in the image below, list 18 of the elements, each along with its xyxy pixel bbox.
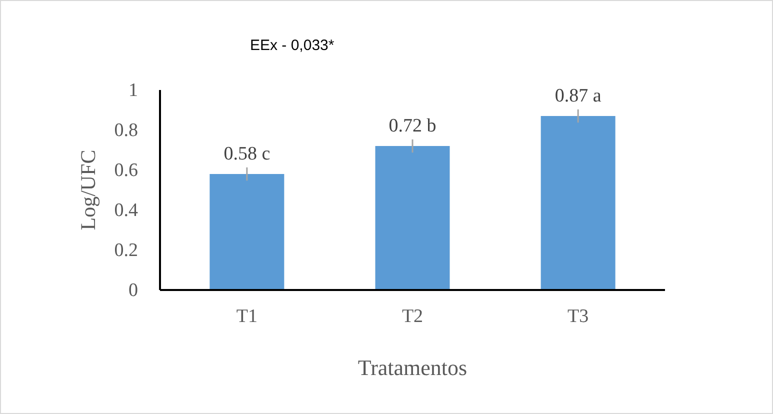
x-tick-label: T2 (402, 306, 424, 327)
y-tick-label: 0.8 (114, 120, 138, 141)
data-label: 0.87 a (554, 85, 602, 106)
x-tick-label: T1 (236, 306, 258, 327)
x-tick-label: T3 (568, 306, 589, 327)
x-axis-title: Tratamentos (358, 355, 468, 380)
y-tick-label: 0.6 (114, 160, 138, 181)
data-label: 0.72 b (388, 115, 436, 136)
bar (375, 146, 450, 290)
bar (210, 174, 284, 290)
bar (540, 116, 616, 290)
y-tick-label: 1 (128, 80, 138, 101)
y-tick-label: 0 (128, 280, 138, 301)
chart-title: EEx - 0,033* (250, 37, 334, 54)
y-axis-title: Log/UFC (76, 150, 100, 230)
y-tick-label: 0.4 (114, 200, 138, 221)
data-label: 0.58 c (224, 143, 270, 164)
y-tick-label: 0.2 (114, 240, 138, 261)
